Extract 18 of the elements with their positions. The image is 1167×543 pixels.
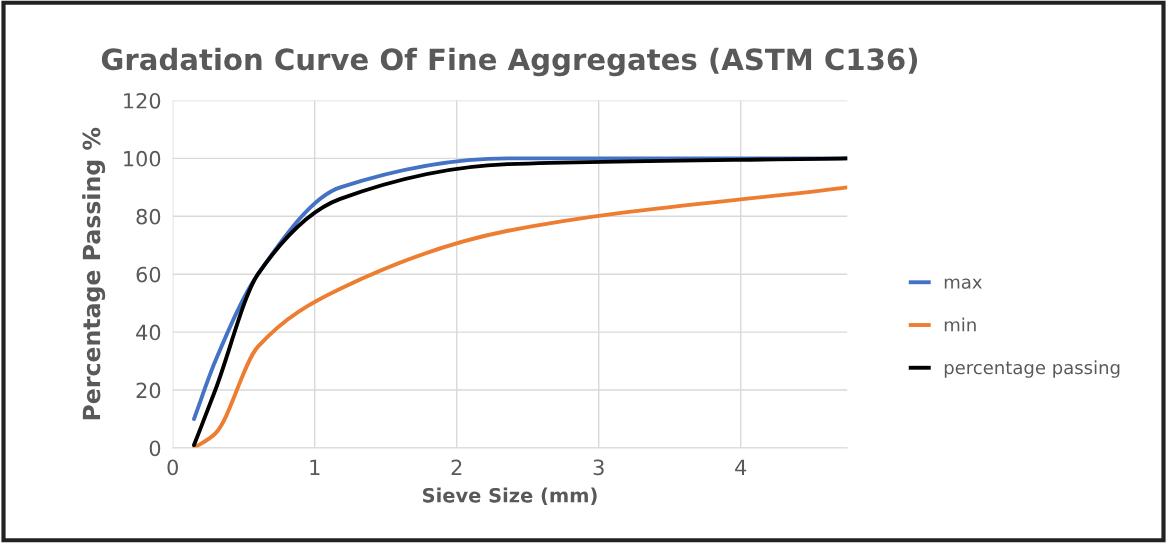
legend-label: max bbox=[944, 278, 982, 289]
y-tick-label: 40 bbox=[136, 324, 161, 341]
x-tick-label: 1 bbox=[310, 459, 320, 475]
x-axis-title: Sieve Size (mm) bbox=[423, 487, 597, 505]
y-tick-label: 120 bbox=[124, 92, 161, 109]
x-tick-label: 3 bbox=[593, 459, 604, 476]
y-axis-title: Percentage Passing % bbox=[82, 127, 106, 420]
x-tick-label: 0 bbox=[167, 459, 178, 476]
chart-title: Gradation Curve Of Fine Aggregates (ASTM C136) bbox=[101, 47, 918, 77]
y-tick-label: 20 bbox=[136, 382, 161, 399]
y-tick-label: 100 bbox=[124, 150, 161, 167]
y-tick-label: 0 bbox=[149, 440, 161, 457]
legend-label: percentage passing bbox=[944, 360, 1120, 378]
y-tick-label: 80 bbox=[136, 208, 161, 225]
x-tick-label: 4 bbox=[735, 459, 747, 475]
y-tick-label: 60 bbox=[136, 266, 161, 283]
legend-label: min bbox=[944, 317, 976, 332]
x-tick-label: 2 bbox=[451, 459, 462, 475]
